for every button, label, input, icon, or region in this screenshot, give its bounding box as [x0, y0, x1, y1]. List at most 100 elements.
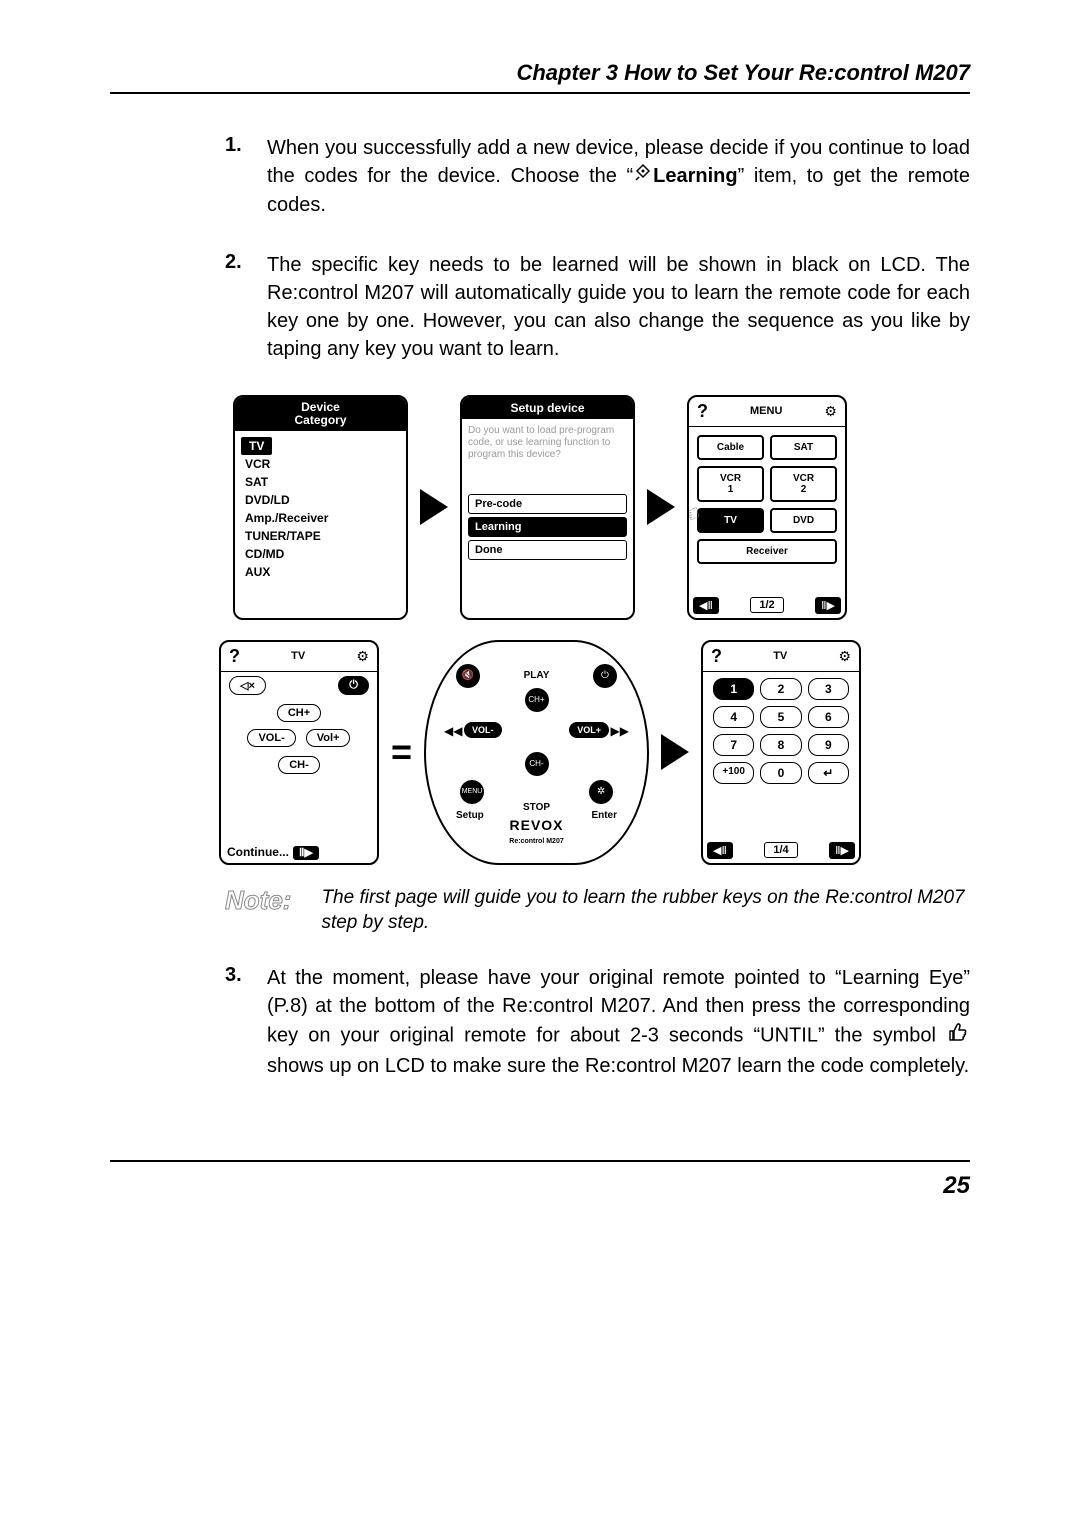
text-segment: shows up on LCD to make sure the Re:cont… [267, 1055, 969, 1077]
learning-label: Learning [653, 165, 737, 187]
device-vcr1[interactable]: VCR 1 [697, 466, 764, 502]
play-label: PLAY [524, 670, 550, 681]
screen-device-category: Device Category TV VCR SAT DVD/LD Amp./R… [233, 395, 408, 620]
category-dvd[interactable]: DVD/LD [241, 491, 400, 509]
mute-button[interactable]: 🔇 [456, 664, 480, 688]
category-sat[interactable]: SAT [241, 473, 400, 491]
category-tv[interactable]: TV [241, 437, 272, 455]
num-2[interactable]: 2 [760, 678, 801, 700]
device-cable[interactable]: Cable [697, 435, 764, 460]
gear-icon[interactable]: ⚙ [824, 403, 837, 420]
pager-num: 1/2 [750, 597, 783, 613]
list-text: When you successfully add a new device, … [267, 134, 970, 219]
model-label: Re:control M207 [509, 838, 563, 845]
rewind-icon[interactable]: ◀◀ [444, 724, 462, 738]
screen-numpad: ? TV ⚙ 1 2 3 4 5 6 7 8 9 +100 0 ↵ ◀Ⅱ 1/4… [701, 640, 861, 865]
chapter-title: Chapter 3 How to Set Your Re:control M20… [110, 60, 970, 94]
stop-label: STOP [523, 802, 550, 813]
device-label: TV [291, 650, 305, 662]
figure-row-1: Device Category TV VCR SAT DVD/LD Amp./R… [110, 395, 970, 620]
setup-prompt: Do you want to load pre-program code, or… [462, 421, 633, 465]
help-icon[interactable]: ? [229, 646, 240, 667]
settings-button[interactable]: ✲ [589, 780, 613, 804]
continue-arrow-icon[interactable]: Ⅱ▶ [293, 846, 319, 860]
continue-label: Continue... [227, 845, 289, 859]
ch-down-button[interactable]: CH- [278, 756, 320, 774]
screen-menu-grid: ☜ ? MENU ⚙ Cable SAT VCR 1 VCR 2 TV DVD … [687, 395, 847, 620]
help-icon[interactable]: ? [711, 646, 722, 667]
menu-button[interactable]: MENU [460, 780, 484, 804]
gear-icon[interactable]: ⚙ [838, 648, 851, 665]
ch-up-button[interactable]: CH+ [277, 704, 321, 722]
arrow-right-icon [661, 734, 689, 770]
option-precode[interactable]: Pre-code [468, 494, 627, 514]
list-item-1: 1. When you successfully add a new devic… [225, 134, 970, 219]
num-6[interactable]: 6 [808, 706, 849, 728]
screen-title: Setup device [462, 397, 633, 421]
device-receiver[interactable]: Receiver [697, 539, 837, 564]
note-block: Note: The first page will guide you to l… [225, 885, 970, 936]
pager-prev[interactable]: ◀Ⅱ [693, 597, 719, 614]
help-icon[interactable]: ? [697, 401, 708, 422]
forward-icon[interactable]: ▶▶ [611, 724, 629, 738]
pager-next[interactable]: Ⅱ▶ [829, 842, 855, 859]
power-button[interactable]: ⏻ [338, 676, 369, 695]
num-5[interactable]: 5 [760, 706, 801, 728]
category-vcr[interactable]: VCR [241, 455, 400, 473]
equals-icon: = [391, 731, 412, 773]
thumbs-up-icon [946, 1020, 970, 1052]
device-vcr2[interactable]: VCR 2 [770, 466, 837, 502]
screen-setup-device: Setup device Do you want to load pre-pro… [460, 395, 635, 620]
arrow-right-icon [420, 489, 448, 525]
note-text: The first page will guide you to learn t… [321, 885, 970, 936]
num-1[interactable]: 1 [713, 678, 754, 700]
figure-row-2: ? TV ⚙ ◁× ⏻ CH+ VOL- Vol+ CH- Continue..… [110, 640, 970, 865]
option-done[interactable]: Done [468, 540, 627, 560]
brand-label: REVOX [510, 817, 564, 833]
num-plus100[interactable]: +100 [713, 762, 754, 784]
num-7[interactable]: 7 [713, 734, 754, 756]
device-label: TV [773, 650, 787, 662]
list-number: 1. [225, 134, 267, 219]
num-9[interactable]: 9 [808, 734, 849, 756]
list-item-2: 2. The specific key needs to be learned … [225, 251, 970, 363]
device-tv[interactable]: TV [697, 508, 764, 533]
device-sat[interactable]: SAT [770, 435, 837, 460]
vol-down-button[interactable]: VOL- [247, 729, 295, 747]
category-cd[interactable]: CD/MD [241, 545, 400, 563]
pager-num: 1/4 [764, 842, 797, 858]
remote-learning-icon [633, 163, 653, 191]
screen-learn-keys: ? TV ⚙ ◁× ⏻ CH+ VOL- Vol+ CH- Continue..… [219, 640, 379, 865]
num-enter[interactable]: ↵ [808, 762, 849, 784]
arrow-right-icon [647, 489, 675, 525]
list-text: The specific key needs to be learned wil… [267, 251, 970, 363]
num-0[interactable]: 0 [760, 762, 801, 784]
num-3[interactable]: 3 [808, 678, 849, 700]
text-segment: At the moment, please have your original… [267, 967, 970, 1046]
list-text: At the moment, please have your original… [267, 964, 970, 1080]
num-8[interactable]: 8 [760, 734, 801, 756]
ch-down-button[interactable]: CH- [525, 752, 549, 776]
device-dvd[interactable]: DVD [770, 508, 837, 533]
category-tuner[interactable]: TUNER/TAPE [241, 527, 400, 545]
category-amp[interactable]: Amp./Receiver [241, 509, 400, 527]
pager-prev[interactable]: ◀Ⅱ [707, 842, 733, 859]
pager-next[interactable]: Ⅱ▶ [815, 597, 841, 614]
category-aux[interactable]: AUX [241, 563, 400, 581]
mute-button[interactable]: ◁× [229, 676, 266, 695]
vol-up-button[interactable]: VOL+ [569, 722, 609, 738]
screen-title: Device Category [235, 397, 406, 433]
power-button[interactable]: ⏻ [593, 664, 617, 688]
list-number: 3. [225, 964, 267, 1080]
list-number: 2. [225, 251, 267, 363]
option-learning[interactable]: Learning [468, 517, 627, 537]
list-item-3: 3. At the moment, please have your origi… [225, 964, 970, 1080]
gear-icon[interactable]: ⚙ [356, 648, 369, 665]
ch-up-button[interactable]: CH+ [525, 688, 549, 712]
physical-remote: PLAY 🔇 ⏻ CH+ VOL- VOL+ ◀◀ ▶▶ CH- MENU ✲ … [424, 640, 649, 865]
note-label: Note: [225, 885, 291, 916]
num-4[interactable]: 4 [713, 706, 754, 728]
vol-down-button[interactable]: VOL- [464, 722, 502, 738]
vol-up-button[interactable]: Vol+ [306, 729, 351, 747]
enter-label: Enter [591, 810, 617, 821]
